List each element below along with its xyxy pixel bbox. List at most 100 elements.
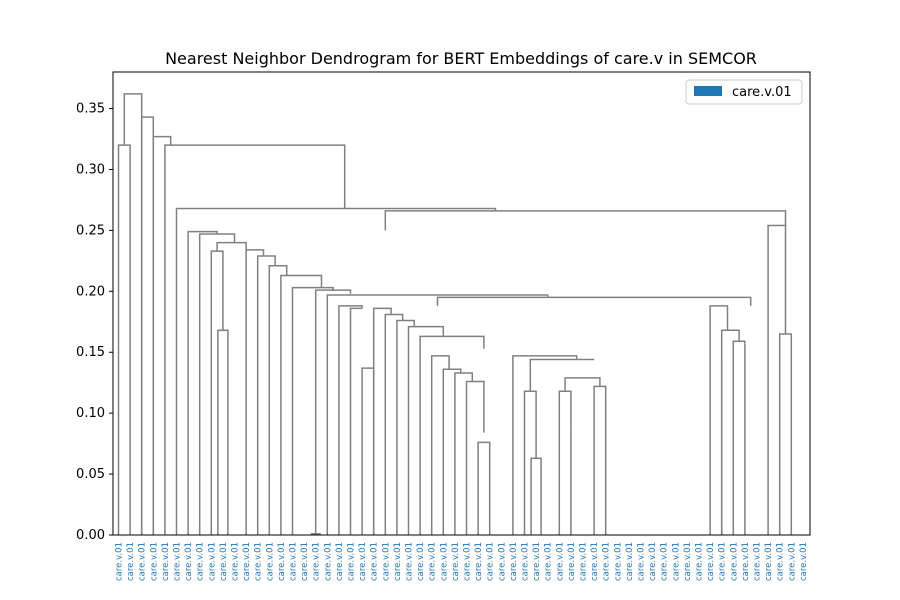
leaf-label: care.v.01 — [335, 542, 345, 581]
dendrogram-link — [732, 340, 746, 535]
dendrogram-link — [530, 457, 542, 535]
legend: care.v.01 — [685, 79, 803, 105]
dendrogram-link — [217, 329, 229, 535]
leaf-label: care.v.01 — [439, 542, 449, 581]
legend-label: care.v.01 — [732, 85, 792, 100]
dendrogram-link — [454, 372, 474, 535]
dendrogram-link — [175, 207, 497, 535]
leaf-label: care.v.01 — [590, 542, 600, 581]
y-tick-label: 0.25 — [76, 223, 105, 238]
dendrogram-link — [477, 441, 491, 535]
leaf-label: care.v.01 — [648, 542, 658, 581]
leaf-label: care.v.01 — [695, 542, 705, 581]
dendrogram-link — [187, 230, 218, 535]
dendrogram-link — [564, 377, 601, 392]
y-tick-label: 0.10 — [76, 406, 105, 421]
leaf-label: care.v.01 — [323, 542, 333, 581]
leaf-label: care.v.01 — [741, 542, 751, 581]
leaf-label: care.v.01 — [729, 542, 739, 581]
leaf-label: care.v.01 — [358, 542, 368, 581]
leaf-label: care.v.01 — [149, 542, 159, 581]
dendrogram-link — [436, 296, 752, 306]
leaf-label: care.v.01 — [532, 542, 542, 581]
legend-swatch — [694, 86, 722, 96]
y-tick-label: 0.20 — [76, 284, 105, 299]
leaf-label: care.v.01 — [486, 542, 496, 581]
y-tick-label: 0.15 — [76, 345, 105, 360]
leaf-label: care.v.01 — [115, 542, 125, 581]
leaf-label: care.v.01 — [579, 542, 589, 581]
leaf-label: care.v.01 — [463, 542, 473, 581]
leaf-label: care.v.01 — [231, 542, 241, 581]
y-tick-label: 0.35 — [76, 102, 105, 117]
y-tick-label: 0.05 — [76, 467, 105, 482]
leaf-label: care.v.01 — [393, 542, 403, 581]
dendrogram-link — [152, 135, 172, 535]
dendrogram-link — [407, 325, 445, 535]
dendrogram-link — [372, 307, 392, 535]
dendrogram-link — [767, 224, 787, 535]
leaf-label: care.v.01 — [196, 542, 206, 581]
leaf-label: care.v.01 — [706, 542, 716, 581]
leaf-label: care.v.01 — [219, 542, 229, 581]
leaf-label: care.v.01 — [602, 542, 612, 581]
dendrogram-link — [361, 367, 375, 535]
dendrogram-link — [210, 250, 224, 535]
dendrogram-link — [349, 307, 363, 535]
dendrogram-link — [442, 368, 462, 535]
dendrogram-link — [117, 144, 131, 535]
leaf-label: care.v.01 — [289, 542, 299, 581]
dendrogram-link — [523, 390, 537, 535]
leaf-label: care.v.01 — [474, 542, 484, 581]
leaf-label: care.v.01 — [521, 542, 531, 581]
leaf-label: care.v.01 — [555, 542, 565, 581]
y-tick-label: 0.30 — [76, 162, 105, 177]
leaf-label: care.v.01 — [416, 542, 426, 581]
leaf-label: care.v.01 — [242, 542, 252, 581]
leaf-label: care.v.01 — [300, 542, 310, 581]
leaf-label: care.v.01 — [787, 542, 797, 581]
leaf-label: care.v.01 — [207, 542, 217, 581]
leaf-labels: care.v.01 care.v.01 care.v.01 care.v.01 care… — [115, 542, 809, 581]
leaf-label: care.v.01 — [173, 542, 183, 581]
dendrogram-link — [268, 264, 288, 535]
dendrogram-link — [465, 380, 485, 535]
leaf-label: care.v.01 — [753, 542, 763, 581]
leaf-label: care.v.01 — [265, 542, 275, 581]
leaf-label: care.v.01 — [718, 542, 728, 581]
leaf-label: care.v.01 — [405, 542, 415, 581]
leaf-label: care.v.01 — [138, 542, 148, 581]
dendrogram-link — [164, 144, 346, 535]
dendrogram-link — [558, 390, 572, 535]
dendrogram-link — [245, 249, 265, 535]
leaf-label: care.v.01 — [254, 542, 264, 581]
dendrogram-link — [256, 255, 276, 535]
leaf-label: care.v.01 — [544, 542, 554, 581]
leaf-label: care.v.01 — [126, 542, 136, 581]
dendrogram-link — [216, 241, 247, 252]
leaf-label: care.v.01 — [776, 542, 786, 581]
dendrogram-link — [396, 319, 416, 535]
leaf-label: care.v.01 — [184, 542, 194, 581]
dendrogram-link — [338, 305, 363, 535]
dendrogram-link — [280, 274, 323, 535]
leaf-label: care.v.01 — [428, 542, 438, 581]
y-axis: 0.00 0.05 0.10 0.15 0.20 0.25 0.30 0.35 — [76, 102, 113, 543]
dendrogram-link — [430, 355, 450, 535]
dendrogram-link — [709, 305, 729, 535]
leaf-label: care.v.01 — [660, 542, 670, 581]
leaf-label: care.v.01 — [381, 542, 391, 581]
dendrogram-link — [419, 335, 485, 535]
plot-frame — [112, 71, 811, 536]
dendrogram-link — [529, 358, 595, 392]
leaf-label: care.v.01 — [625, 542, 635, 581]
leaf-label: care.v.01 — [509, 542, 519, 581]
dendrogram-link — [198, 233, 236, 535]
dendrogram-link — [384, 210, 787, 231]
dendrogram-links — [117, 93, 793, 535]
leaf-label: care.v.01 — [637, 542, 647, 581]
dendrogram-link — [778, 333, 793, 535]
leaf-label: care.v.01 — [799, 542, 809, 581]
dendrogram-link — [720, 329, 740, 535]
